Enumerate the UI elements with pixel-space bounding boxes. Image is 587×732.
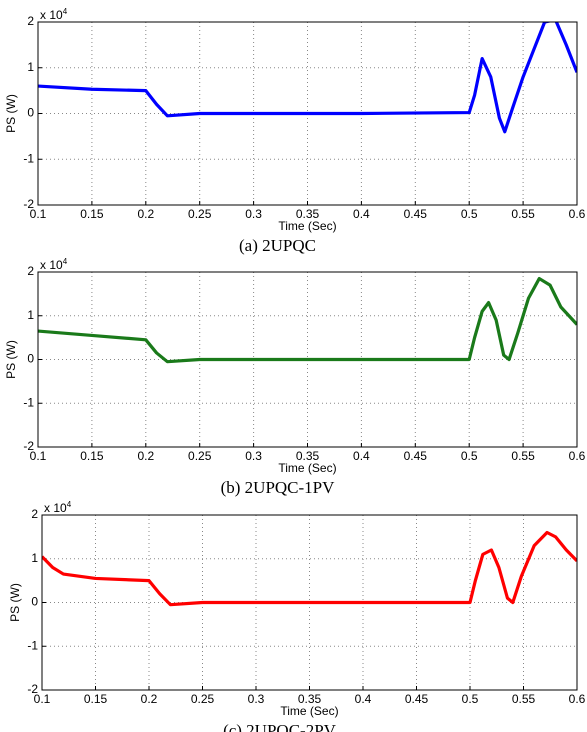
axes-frame xyxy=(41,514,578,691)
axis-scale-power: 4 xyxy=(63,7,68,16)
y-axis-label: PS (W) xyxy=(4,340,18,379)
y-tick-label: 0 xyxy=(27,352,34,366)
x-tick-label: 0.5 xyxy=(461,207,478,221)
axis-scale: x 104 xyxy=(40,257,68,272)
x-tick-label: 0.15 xyxy=(84,692,108,706)
x-tick-label: 0.5 xyxy=(461,449,478,463)
y-tick-label: -2 xyxy=(27,682,38,696)
y-tick-label: 2 xyxy=(27,264,34,278)
axes-frame xyxy=(37,21,578,206)
x-tick-label: 0.55 xyxy=(511,207,535,221)
axes-frame xyxy=(37,271,578,448)
x-tick-label: 0.15 xyxy=(80,207,104,221)
x-tick-label: 0.6 xyxy=(569,449,586,463)
x-tick-label: 0.4 xyxy=(353,207,370,221)
x-tick-label: 0.6 xyxy=(569,692,586,706)
x-tick-label: 0.25 xyxy=(188,207,212,221)
y-tick-label: -1 xyxy=(23,395,34,409)
data-line xyxy=(42,530,577,607)
axis-scale: x 104 xyxy=(44,500,72,515)
x-tick-label: 0.1 xyxy=(30,207,47,221)
subplot: 0.1 0.15 0.2 0.25 0.3 0.35 0.4 0.45 0.5 0.55 0.6 -2… xyxy=(4,7,585,255)
y-tick-label: -2 xyxy=(23,439,34,453)
x-tick-label: 0.5 xyxy=(462,692,479,706)
axis-scale-base: x 10 xyxy=(40,8,63,22)
data-line xyxy=(38,276,577,364)
axis-scale-power: 4 xyxy=(67,500,72,509)
x-tick-label: 0.25 xyxy=(191,692,215,706)
x-tick-label: 0.2 xyxy=(137,207,154,221)
y-axis-label: PS (W) xyxy=(4,94,18,133)
y-tick-label: 0 xyxy=(31,595,38,609)
y-tick-label: -1 xyxy=(27,638,38,652)
x-axis-label: Time (Sec) xyxy=(280,704,338,718)
x-tick-label: 0.4 xyxy=(355,692,372,706)
x-tick-label: 0.1 xyxy=(34,692,51,706)
y-tick-label: 1 xyxy=(31,551,38,565)
x-tick-label: 0.3 xyxy=(248,692,265,706)
x-tick-label: 0.35 xyxy=(296,449,320,463)
subplot: 0.1 0.15 0.2 0.25 0.3 0.35 0.4 0.45 0.5 0.55 0.6 -2… xyxy=(8,500,585,732)
x-tick-label: 0.6 xyxy=(569,207,586,221)
x-tick-label: 0.1 xyxy=(30,449,47,463)
subplot: 0.1 0.15 0.2 0.25 0.3 0.35 0.4 0.45 0.5 0.55 0.6 -2… xyxy=(4,257,585,497)
x-tick-label: 0.35 xyxy=(298,692,322,706)
x-tick-label: 0.2 xyxy=(141,692,158,706)
x-tick-label: 0.55 xyxy=(511,449,535,463)
x-tick-label: 0.4 xyxy=(353,449,370,463)
x-tick-label: 0.55 xyxy=(512,692,536,706)
x-tick-label: 0.15 xyxy=(80,449,104,463)
x-tick-label: 0.25 xyxy=(188,449,212,463)
y-tick-label: 1 xyxy=(27,60,34,74)
x-axis-label: Time (Sec) xyxy=(278,461,336,475)
x-tick-label: 0.2 xyxy=(137,449,154,463)
axis-scale-base: x 10 xyxy=(44,501,67,515)
x-tick-label: 0.45 xyxy=(405,692,429,706)
axis-scale-power: 4 xyxy=(63,257,68,266)
x-tick-label: 0.45 xyxy=(404,207,428,221)
y-tick-label: 2 xyxy=(27,14,34,28)
axis-scale: x 104 xyxy=(40,7,68,22)
y-axis-label: PS (W) xyxy=(8,583,22,622)
y-tick-label: 1 xyxy=(27,308,34,322)
data-line xyxy=(38,22,577,134)
caption: (a) 2UPQC xyxy=(239,236,316,255)
x-tick-label: 0.3 xyxy=(245,207,262,221)
y-tick-label: -2 xyxy=(23,197,34,211)
x-tick-label: 0.45 xyxy=(404,449,428,463)
x-tick-label: 0.35 xyxy=(296,207,320,221)
axis-scale-base: x 10 xyxy=(40,258,63,272)
x-axis-label: Time (Sec) xyxy=(278,219,336,233)
y-tick-label: -1 xyxy=(23,151,34,165)
y-tick-label: 2 xyxy=(31,507,38,521)
caption: (c) 2UPQC-2PV xyxy=(223,721,337,732)
y-tick-label: 0 xyxy=(27,106,34,120)
x-tick-label: 0.3 xyxy=(245,449,262,463)
caption: (b) 2UPQC-1PV xyxy=(221,478,336,497)
